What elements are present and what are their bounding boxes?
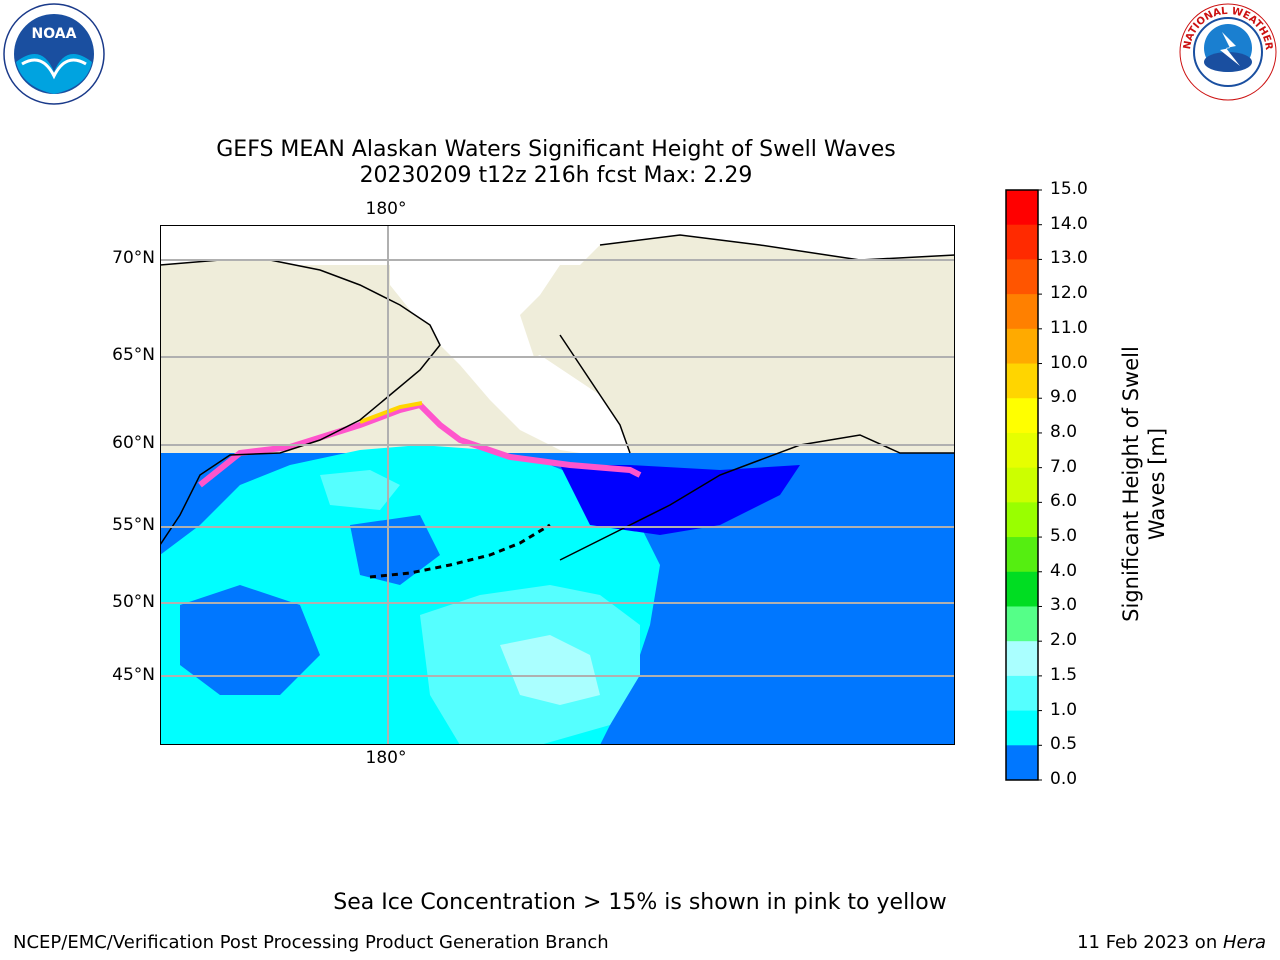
colorbar-segment	[1006, 502, 1038, 538]
colorbar-tick-label: 10.0	[1050, 352, 1088, 373]
bering-strait-water	[390, 225, 630, 453]
colorbar-segment	[1006, 432, 1038, 469]
coastline-chukotka	[160, 259, 441, 546]
colorbar-segment	[1006, 537, 1038, 573]
colorbar-tick-label: 0.0	[1050, 769, 1078, 789]
colorbar-segment	[1006, 398, 1038, 434]
lat-label-60: 60°N	[112, 433, 155, 453]
footer-date: 11 Feb 2023 on Hera	[1077, 932, 1266, 953]
colorbar	[1005, 189, 1042, 781]
lat-label-65: 65°N	[112, 345, 155, 365]
colorbar-segment	[1006, 675, 1038, 712]
lon-label-top: 180°	[365, 199, 407, 219]
colorbar-segment	[1006, 710, 1038, 746]
aleutian-islands	[369, 523, 551, 579]
map-title: GEFS MEAN Alaskan Waters Significant Hei…	[216, 137, 896, 162]
footer-branch: NCEP/EMC/Verification Post Processing Pr…	[13, 932, 609, 953]
colorbar-tick-label: 4.0	[1050, 560, 1078, 581]
colorbar-segment	[1006, 190, 1038, 226]
colorbar-tick-label: 11.0	[1050, 317, 1088, 338]
colorbar-tick-label: 13.0	[1050, 248, 1088, 269]
colorbar-tick-label: 9.0	[1050, 387, 1078, 408]
sea-ice-edge-yellow	[359, 401, 423, 424]
noaa-logo: NOAA	[3, 3, 105, 105]
lat-label-50: 50°N	[112, 592, 155, 612]
colorbar-segment	[1006, 606, 1038, 642]
colorbar-tick-label: 14.0	[1050, 213, 1088, 234]
colorbar-tick-label: 12.0	[1050, 283, 1088, 304]
colorbar-segment	[1006, 294, 1038, 330]
map-panel	[160, 225, 955, 745]
footer-host: Hera	[1222, 932, 1266, 953]
colorbar-segment	[1006, 363, 1038, 399]
norton-sound-water	[490, 355, 630, 453]
colorbar-tick-label: 5.0	[1050, 526, 1078, 547]
colorbar-tick-label: 15.0	[1050, 179, 1088, 199]
colorbar-label: Significant Height of Swell Waves [m]	[1119, 346, 1169, 622]
swell-region-lightest-2	[320, 470, 400, 510]
colorbar-tick-label: 6.0	[1050, 491, 1078, 512]
colorbar-tick-label: 1.0	[1050, 699, 1078, 720]
colorbar-tick-label: 2.0	[1050, 630, 1078, 651]
swell-region-dark	[560, 465, 800, 535]
swell-region-lightest	[500, 635, 600, 705]
footer-date-text: 11 Feb 2023 on	[1077, 932, 1223, 953]
sea-ice-caption: Sea Ice Concentration > 15% is shown in …	[333, 890, 947, 915]
lat-label-70: 70°N	[112, 248, 155, 268]
sea-ice-edge	[198, 401, 642, 488]
colorbar-segment	[1006, 328, 1038, 365]
colorbar-segment	[1006, 641, 1038, 677]
colorbar-tick-label: 0.5	[1050, 734, 1078, 755]
lon-label-bottom: 180°	[365, 748, 407, 768]
noaa-logo-text: NOAA	[32, 26, 77, 42]
colorbar-segment	[1006, 467, 1038, 503]
alaska-land	[540, 235, 955, 453]
nws-logo: NATIONAL WEATHER SERVICE	[1178, 2, 1277, 101]
colorbar-tick-label: 3.0	[1050, 595, 1078, 616]
lat-label-45: 45°N	[112, 665, 155, 685]
map-subtitle: 20230209 t12z 216h fcst Max: 2.29	[359, 163, 753, 188]
swell-region-medium	[180, 585, 320, 695]
map-gridlines	[160, 225, 955, 745]
colorbar-segment	[1006, 259, 1038, 295]
colorbar-segment	[1006, 224, 1038, 260]
lat-label-55: 55°N	[112, 515, 155, 535]
swell-region-medium-2	[350, 515, 440, 585]
colorbar-tick-label: 1.5	[1050, 664, 1078, 685]
colorbar-tick-label: 7.0	[1050, 456, 1078, 477]
colorbar-tick-label: 8.0	[1050, 421, 1078, 442]
colorbar-segment	[1006, 571, 1038, 607]
colorbar-segment	[1006, 745, 1038, 781]
